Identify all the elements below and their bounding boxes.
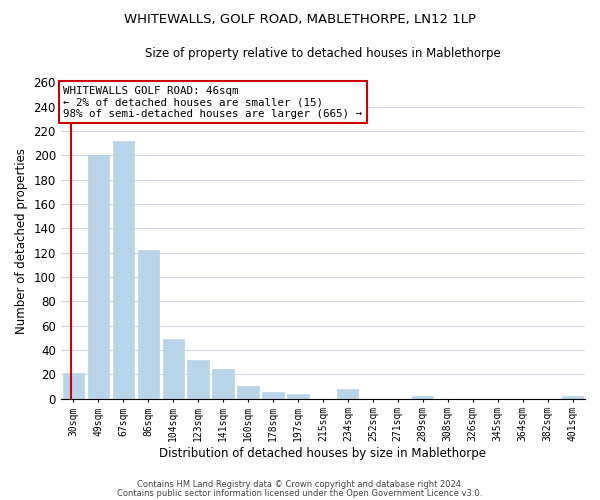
Bar: [137, 250, 159, 398]
Bar: [412, 396, 433, 398]
Bar: [163, 339, 184, 398]
Bar: [187, 360, 209, 399]
Bar: [287, 394, 308, 398]
Title: Size of property relative to detached houses in Mablethorpe: Size of property relative to detached ho…: [145, 48, 501, 60]
Bar: [113, 141, 134, 399]
Bar: [562, 396, 583, 398]
Text: Contains public sector information licensed under the Open Government Licence v3: Contains public sector information licen…: [118, 489, 482, 498]
Bar: [212, 370, 233, 398]
Text: WHITEWALLS GOLF ROAD: 46sqm
← 2% of detached houses are smaller (15)
98% of semi: WHITEWALLS GOLF ROAD: 46sqm ← 2% of deta…: [64, 86, 362, 119]
Bar: [337, 389, 358, 398]
Bar: [238, 386, 259, 398]
Text: Contains HM Land Registry data © Crown copyright and database right 2024.: Contains HM Land Registry data © Crown c…: [137, 480, 463, 489]
Text: WHITEWALLS, GOLF ROAD, MABLETHORPE, LN12 1LP: WHITEWALLS, GOLF ROAD, MABLETHORPE, LN12…: [124, 12, 476, 26]
Bar: [262, 392, 284, 398]
Y-axis label: Number of detached properties: Number of detached properties: [15, 148, 28, 334]
Bar: [62, 373, 84, 398]
Bar: [88, 156, 109, 398]
X-axis label: Distribution of detached houses by size in Mablethorpe: Distribution of detached houses by size …: [160, 447, 487, 460]
